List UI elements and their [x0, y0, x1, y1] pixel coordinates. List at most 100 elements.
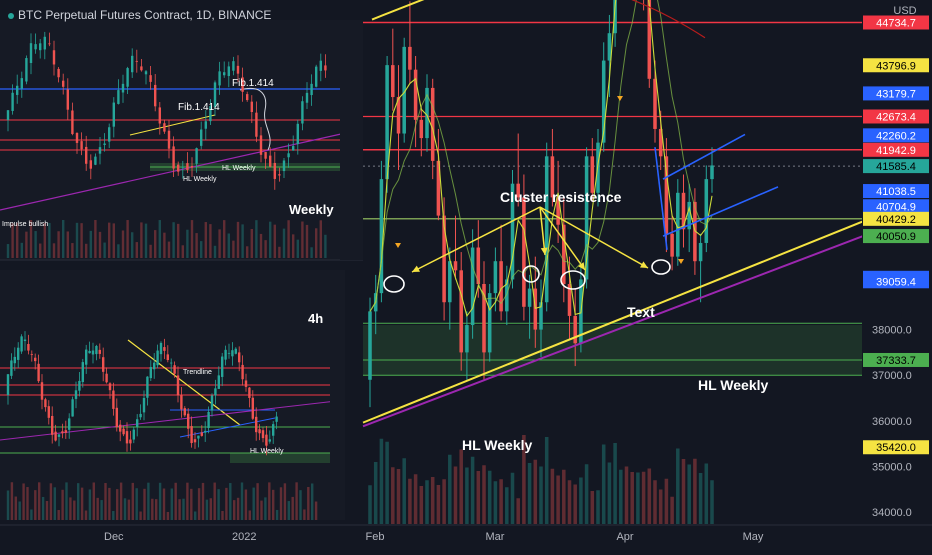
main-plot-bg	[363, 0, 862, 525]
mini-volume-bar	[80, 487, 84, 520]
price-label-bg	[863, 440, 929, 455]
hl-weekly-right-label: HL Weekly	[698, 377, 769, 393]
volume-bar	[624, 466, 629, 524]
mini-volume-bar	[279, 487, 283, 520]
mini-candle	[132, 429, 135, 440]
mini-volume-bar	[209, 498, 212, 520]
mini-volume-bar	[283, 483, 287, 520]
candle	[710, 165, 714, 180]
mini-candle	[251, 397, 254, 419]
volume-bar	[681, 459, 686, 524]
mini-volume-bar	[303, 509, 306, 520]
mini-candle	[170, 362, 173, 364]
cluster-circle-1	[522, 265, 540, 283]
mini-volume-bar	[103, 242, 106, 258]
candle	[556, 197, 560, 225]
mini-candle	[223, 72, 226, 76]
mini-candle	[180, 395, 183, 410]
mini-candle	[310, 83, 313, 96]
volume-bar	[550, 468, 555, 524]
candle	[613, 0, 617, 34]
y-tick-label: 36000.0	[872, 416, 912, 428]
mini-candle	[296, 123, 299, 144]
mini-volume-bar	[287, 501, 290, 520]
volume-bar	[396, 469, 401, 524]
price-label: 40050.9	[876, 231, 916, 243]
candle	[442, 215, 446, 303]
mini-volume-bar	[236, 221, 240, 258]
mini-volume-bar	[126, 220, 129, 258]
x-tick-label: Mar	[486, 531, 505, 543]
mini-volume-bar	[291, 496, 294, 520]
candle	[385, 65, 389, 180]
mini-volume-bar	[143, 488, 146, 520]
candle	[465, 325, 469, 353]
cluster-arrow-head-icon	[540, 247, 548, 255]
candle	[516, 183, 520, 198]
mini-volume-bar	[182, 498, 185, 520]
volume-bar	[710, 480, 714, 524]
mini-candle	[213, 82, 217, 108]
mini-candle	[131, 55, 134, 73]
volume-bar	[579, 477, 583, 524]
mini-volume-bar	[112, 223, 115, 258]
mini-candle	[119, 424, 122, 432]
mini-candle	[166, 354, 169, 361]
mini-candle	[200, 432, 203, 436]
signal-marker-icon	[617, 96, 623, 101]
mini-volume-bar	[48, 222, 51, 258]
price-label-bg	[863, 159, 929, 174]
mini-volume-bar	[108, 222, 111, 258]
candle	[527, 288, 532, 307]
mini-volume-bar	[119, 482, 123, 520]
mini-candle	[259, 135, 263, 155]
mini-volume-bar	[311, 483, 314, 520]
price-label: 42260.2	[876, 130, 916, 142]
cluster-circle-0	[383, 275, 405, 293]
mini-candle	[273, 162, 276, 179]
mini-candle	[144, 71, 148, 75]
volume-bar	[544, 437, 549, 524]
candle	[453, 261, 458, 271]
mini-volume-bar	[255, 220, 258, 258]
volume-bar	[630, 472, 634, 524]
mini-volume-bar	[116, 489, 119, 520]
mini-candle	[140, 66, 143, 71]
mini-candle	[13, 356, 16, 364]
mini-candle	[163, 123, 166, 132]
x-tick-label: Feb	[366, 531, 385, 543]
mini-candle	[142, 398, 146, 413]
mini-volume-bar	[186, 482, 189, 520]
mini-candle	[57, 434, 61, 437]
mini-candle	[121, 83, 125, 93]
candle	[436, 160, 441, 216]
mini-volume-bar	[314, 501, 318, 520]
mini-volume-bar	[66, 231, 69, 258]
mini-candle	[236, 65, 240, 74]
ma-short-line	[369, 0, 713, 318]
mini-candle	[43, 36, 46, 50]
mini-volume-bar	[89, 230, 92, 258]
mini-volume-bar	[22, 483, 25, 520]
mini-volume-bar	[250, 228, 253, 258]
mini-volume-bar	[232, 240, 235, 258]
mini-candle	[11, 92, 14, 111]
mini-volume-bar	[178, 499, 181, 520]
mini-candle	[153, 362, 156, 370]
mini-volume-bar	[43, 223, 46, 258]
candle	[396, 97, 401, 134]
candle	[522, 197, 526, 307]
cluster-resistance-label: Cluster resistence	[500, 189, 622, 205]
mini-candle	[10, 360, 13, 376]
volume-bar	[419, 486, 424, 524]
mini-candle	[98, 349, 101, 354]
mini-volume-bar	[85, 243, 88, 258]
price-label: 40704.9	[876, 201, 916, 213]
main-plot-area[interactable]	[363, 0, 862, 525]
mini-volume-bar	[135, 242, 138, 258]
price-label-bg	[863, 15, 929, 30]
channel-drop-line	[654, 147, 668, 250]
mini-volume-bar	[201, 482, 205, 520]
